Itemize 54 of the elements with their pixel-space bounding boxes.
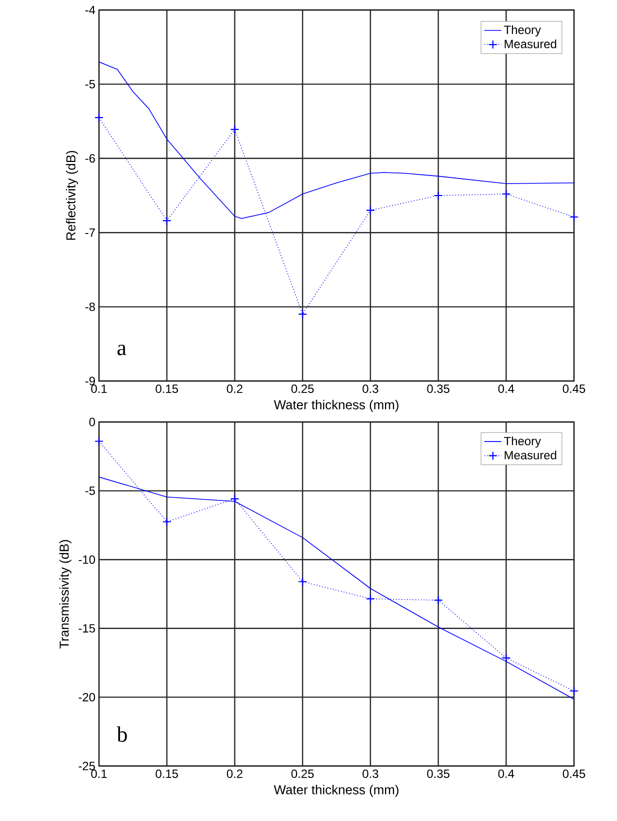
point [366,594,375,604]
point [569,686,579,696]
x-tick-label: 0.3 [362,384,378,393]
annotation: a [118,344,126,356]
point [502,653,511,663]
x-tick-label: 0.3 [362,770,378,778]
y-tick-label: 0 [89,418,96,426]
legend-label: Theory [504,436,541,448]
point [162,517,172,526]
legend-label: Measured [504,450,556,460]
x-tick-label: 0.25 [291,770,314,778]
point [502,189,511,199]
point [366,206,375,215]
point [298,310,308,319]
x-tick-label: 0.35 [427,384,450,393]
x-tick-label: 0.2 [226,770,242,778]
point [230,124,240,134]
y-tick-label: -15 [78,624,95,633]
y-tick-label: -10 [78,555,96,564]
x-tick-label: 0.15 [156,770,178,778]
point [298,577,308,586]
point [94,113,104,122]
legend-label: Measured [504,39,556,48]
y-tick-label: -5 [85,80,95,88]
y-axis-title: Reflectivity (dB) [66,150,78,240]
point [434,190,443,200]
point [94,436,104,446]
x-tick-label: 0.35 [427,770,450,778]
y-tick-label: -20 [78,692,96,702]
y-tick-label: -8 [85,302,95,312]
x-tick-label: 0.1 [91,384,107,393]
x-tick-label: 0.45 [562,770,586,778]
x-tick-label: 0.1 [91,770,107,778]
x-tick-label: 0.4 [498,770,514,778]
point [434,596,443,605]
x-tick-label: 0.15 [156,384,178,393]
x-tick-label: 0.4 [498,384,514,393]
point [162,216,172,226]
y-tick-label: -6 [85,154,95,163]
y-tick-label: -5 [85,486,95,495]
x-axis-title: Water thickness (mm) [274,784,398,797]
y-tick-label: -9 [85,376,95,386]
x-tick-label: 0.45 [562,384,586,393]
x-tick-label: 0.25 [291,384,314,393]
y-tick-label: -25 [78,762,95,770]
annotation: b [116,726,127,742]
y-tick-label: -4 [85,6,96,14]
point [230,494,240,504]
legend-label: Theory [504,25,541,36]
x-tick-label: 0.2 [226,384,242,393]
y-axis-title: Transmissivity (dB) [59,540,72,649]
y-tick-label: -7 [85,228,95,237]
point [569,212,579,222]
x-axis-title: Water thickness (mm) [274,400,398,412]
